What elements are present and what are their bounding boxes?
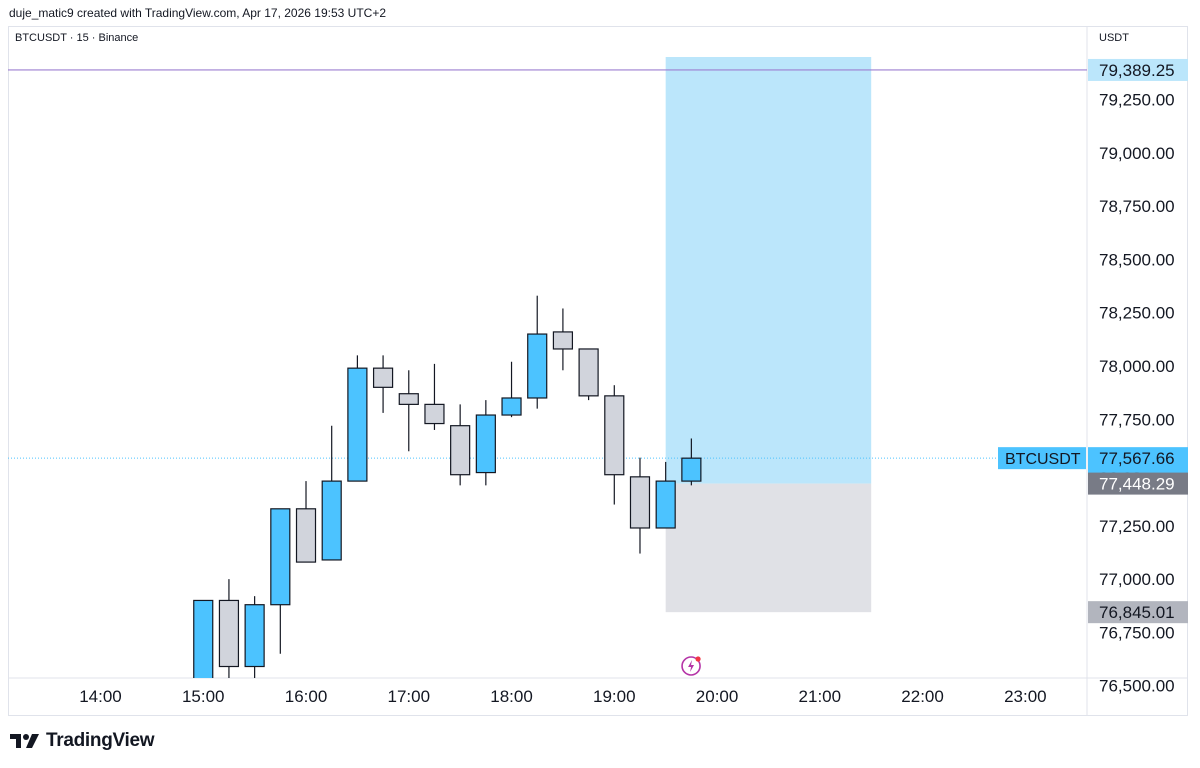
chart-credit: duje_matic9 created with TradingView.com… [9,6,386,20]
candles [193,295,702,707]
time-axis: 14:00 15:00 16:00 17:00 18:00 19:00 20:00 21:00… [79,687,1046,706]
symbol-badge-bg [998,447,1086,470]
entry-price-label: 77,448.29 [1099,475,1175,494]
chart-overlay: BTCUSDT · 15 · Binance USDT BTCUSDT [15,32,1129,676]
lightning-bolt-icon [688,660,695,672]
stop-price-label: 76,845.01 [1099,603,1175,622]
last-price-label: 77,567.66 [1099,449,1175,468]
resistance-price-label-bg [1088,58,1188,81]
price-tick-label: 78,500.00 [1099,250,1175,269]
price-tick-label: 77,000.00 [1099,570,1175,589]
time-tick-label: 20:00 [696,687,739,706]
price-tick-label: 79,250.00 [1099,91,1175,110]
entry-price-label-bg [1088,472,1188,495]
resistance-price-label: 79,389.25 [1099,61,1175,80]
candle-body[interactable] [501,397,522,416]
candle-body[interactable] [475,414,496,474]
candle-body[interactable] [629,476,651,529]
tradingview-logo-text: TradingView [46,730,155,751]
price-tick-label: 78,000.00 [1099,357,1175,376]
target-zone[interactable] [665,57,872,484]
candle-body[interactable] [295,508,317,563]
price-tick-label: 77,250.00 [1099,517,1175,536]
candle-body[interactable] [244,604,265,668]
candle-body[interactable] [450,425,471,476]
tradingview-logo[interactable]: TradingView [10,730,155,752]
candle-body[interactable] [270,508,291,606]
time-tick-label: 19:00 [593,687,636,706]
symbol-label: BTCUSDT · 15 · Binance [15,32,138,44]
position-zones [665,57,872,613]
candle-body[interactable] [321,480,342,561]
notification-dot-icon [695,656,701,662]
candle-body[interactable] [372,367,394,388]
time-tick-label: 23:00 [1004,687,1047,706]
candle-body[interactable] [552,331,574,350]
time-tick-label: 21:00 [799,687,842,706]
candle-body[interactable] [218,599,240,668]
time-tick-label: 18:00 [490,687,533,706]
time-tick-label: 16:00 [285,687,328,706]
price-axis: 79,250.00 79,000.00 78,750.00 78,500.00 78,2… [1088,58,1188,696]
candle-body[interactable] [655,480,676,529]
tradingview-logo-icon [10,734,39,748]
price-tick-label: 78,750.00 [1099,197,1175,216]
candle-body[interactable] [398,393,419,405]
candle-body[interactable] [193,599,214,707]
price-tick-label: 78,250.00 [1099,304,1175,323]
time-tick-label: 17:00 [387,687,430,706]
time-tick-label: 22:00 [901,687,944,706]
price-tick-label: 77,750.00 [1099,410,1175,429]
price-tick-label: 76,750.00 [1099,623,1175,642]
stop-zone[interactable] [665,483,872,613]
time-tick-label: 15:00 [182,687,225,706]
candle-body[interactable] [347,367,368,482]
price-tick-label: 76,500.00 [1099,677,1175,696]
candle-body[interactable] [527,333,548,399]
stop-price-label-bg [1088,601,1188,624]
candle-body[interactable] [424,403,445,425]
candle-body[interactable] [681,457,702,482]
time-tick-label: 14:00 [79,687,122,706]
price-tick-label: 79,000.00 [1099,144,1175,163]
symbol-badge: BTCUSDT [1005,451,1081,468]
candle-body[interactable] [604,395,625,476]
price-unit-label: USDT [1099,32,1129,44]
chart-frame [8,26,1188,716]
candle-body[interactable] [578,348,599,397]
